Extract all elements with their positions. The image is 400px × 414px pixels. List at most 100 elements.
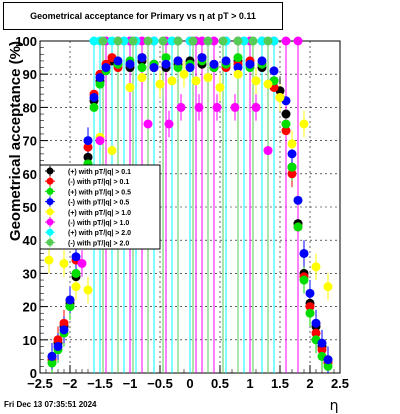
data-point-1 [287, 169, 297, 179]
y-tick-label: 40 [23, 233, 37, 248]
data-point-2 [95, 79, 105, 89]
data-point-4 [71, 282, 81, 292]
data-point-1 [53, 335, 63, 345]
data-point-5 [281, 36, 291, 46]
y-tick-label: 0 [30, 366, 37, 381]
x-tick-label: −2.5 [27, 376, 53, 391]
data-point-4 [323, 282, 333, 292]
data-point-2 [65, 302, 75, 312]
data-point-4 [263, 79, 273, 89]
data-point-3 [65, 295, 75, 305]
data-point-3 [257, 56, 267, 66]
legend-marker [46, 177, 54, 185]
data-point-3 [197, 53, 207, 63]
data-point-5 [263, 146, 273, 156]
data-point-2 [137, 63, 147, 73]
x-tick-label: −2 [63, 376, 78, 391]
legend-marker [46, 167, 54, 175]
legend-label: (-) with pT/|q| > 0.1 [68, 179, 129, 186]
data-point-5 [293, 36, 303, 46]
data-point-7 [188, 36, 198, 46]
data-point-3 [113, 56, 123, 66]
data-point-4 [251, 76, 261, 86]
legend-marker [46, 228, 54, 236]
data-point-3 [293, 195, 303, 205]
data-point-5 [230, 102, 240, 112]
data-point-2 [89, 102, 99, 112]
x-tick-label: −0.5 [147, 376, 173, 391]
data-point-3 [137, 53, 147, 63]
y-tick-label: 20 [23, 300, 37, 315]
data-point-4 [137, 73, 147, 83]
data-point-4 [233, 69, 243, 79]
data-point-7 [203, 36, 213, 46]
data-point-7 [173, 36, 183, 46]
data-point-2 [281, 119, 291, 129]
data-point-3 [47, 351, 57, 361]
data-point-1 [311, 328, 321, 338]
data-point-4 [125, 82, 135, 92]
data-point-5 [95, 136, 105, 146]
data-point-7 [158, 36, 168, 46]
data-point-2 [161, 53, 171, 63]
x-tick-label: −1 [123, 376, 138, 391]
data-point-1 [317, 345, 327, 355]
data-point-1 [281, 126, 291, 136]
data-point-3 [101, 63, 111, 73]
data-point-7 [248, 36, 258, 46]
data-point-5 [176, 102, 186, 112]
data-point-3 [305, 288, 315, 298]
legend-label: (+) with pT/|q| > 0.1 [68, 169, 131, 176]
legend-marker [46, 187, 54, 195]
data-point-3 [311, 318, 321, 328]
data-point-2 [287, 162, 297, 172]
data-point-3 [323, 355, 333, 365]
data-point-4 [215, 82, 225, 92]
x-tick-label: 1.5 [271, 376, 289, 391]
data-point-4 [275, 92, 285, 102]
legend-label: (-) with pT/|q| > 1.0 [68, 220, 129, 227]
legend-marker [46, 198, 54, 206]
data-point-3 [317, 338, 327, 348]
data-point-3 [269, 66, 279, 76]
data-point-3 [287, 149, 297, 159]
y-tick-label: 80 [23, 100, 37, 115]
data-point-4 [203, 73, 213, 83]
data-point-4 [191, 76, 201, 86]
timestamp-footer: Fri Dec 13 07:35:51 2024 [4, 400, 97, 409]
data-point-2 [71, 268, 81, 278]
data-point-4 [155, 79, 165, 89]
data-point-3 [245, 59, 255, 69]
legend-label: (-) with pT/|q| > 2.0 [68, 240, 129, 247]
data-point-1 [83, 142, 93, 152]
y-tick-label: 90 [23, 67, 37, 82]
legend-label: (+) with pT/|q| > 1.0 [68, 210, 131, 217]
data-point-7 [233, 36, 243, 46]
y-axis-label: Geometrical acceptance (%) [7, 41, 24, 241]
x-tick-label: 2.5 [331, 376, 349, 391]
data-point-3 [221, 56, 231, 66]
y-tick-label: 50 [23, 200, 37, 215]
data-point-3 [59, 325, 69, 335]
data-point-4 [107, 146, 117, 156]
data-point-4 [287, 139, 297, 149]
data-point-3 [209, 59, 219, 69]
legend-label: (-) with pT/|q| > 0.5 [68, 200, 129, 207]
x-tick-label: 0 [186, 376, 193, 391]
data-point-4 [83, 285, 93, 295]
legend-marker [46, 208, 54, 216]
x-tick-label: 1 [246, 376, 253, 391]
legend-label: (+) with pT/|q| > 2.0 [68, 230, 131, 237]
y-tick-label: 100 [15, 34, 37, 49]
data-point-5 [164, 119, 174, 129]
data-point-0 [83, 152, 93, 162]
data-point-7 [263, 36, 273, 46]
y-tick-label: 60 [23, 167, 37, 182]
data-point-3 [89, 92, 99, 102]
data-point-3 [299, 248, 309, 258]
legend-box [39, 164, 161, 250]
data-point-2 [323, 361, 333, 371]
data-point-7 [218, 36, 228, 46]
x-tick-label: 2 [306, 376, 313, 391]
